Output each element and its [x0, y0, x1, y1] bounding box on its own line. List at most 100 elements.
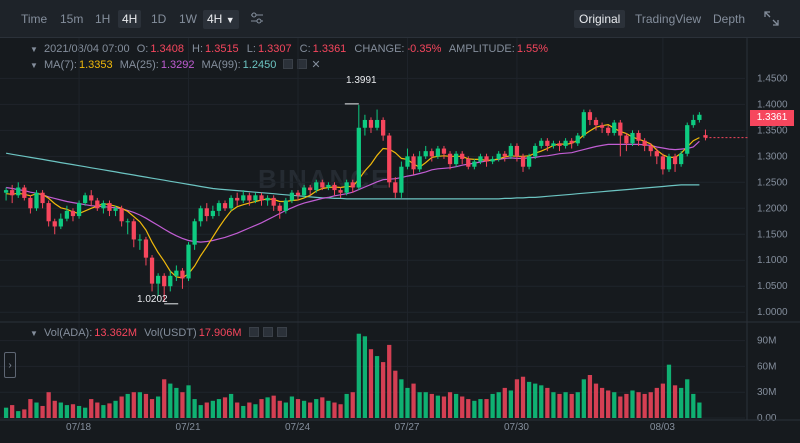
fullscreen-icon[interactable] [764, 11, 779, 31]
time-tick-label: 08/03 [650, 422, 675, 433]
vol-usdt-label: Vol(USDT) [144, 327, 197, 339]
volume-bar [368, 349, 374, 418]
current-price-tag: 1.3361 [750, 110, 794, 126]
ma-settings-icon[interactable] [283, 59, 294, 69]
candle-body [162, 275, 167, 287]
volume-bar [89, 399, 94, 418]
volume-bar [399, 379, 404, 418]
candle-body [83, 195, 88, 204]
low-value: 1.3307 [257, 43, 292, 55]
candle-body [557, 143, 562, 146]
ma99-value: 1.2450 [242, 59, 277, 71]
candle-body [636, 132, 641, 141]
candle-body [606, 127, 611, 133]
candle-body [581, 112, 586, 136]
volume-bar [441, 396, 447, 418]
volume-tick-label: 30M [757, 387, 776, 398]
volume-bar [387, 344, 392, 418]
interval-1w[interactable]: 1W [179, 12, 197, 26]
candle-body [472, 161, 477, 167]
candle-body [441, 148, 447, 154]
close-label: C: [299, 43, 311, 55]
volume-bar [606, 390, 611, 418]
expand-panel-chevron-icon[interactable]: › [4, 352, 16, 378]
volume-bar [265, 397, 270, 418]
volume-bar [642, 393, 647, 418]
ma7-label: MA(7): [43, 59, 77, 71]
volume-bar [119, 396, 124, 418]
candle-body [308, 187, 313, 191]
volume-bar [289, 396, 295, 418]
ma-close-icon[interactable]: ✕ [311, 59, 321, 71]
volume-bar [417, 392, 422, 418]
view-original-tab[interactable]: Original [574, 10, 626, 28]
interval-dropdown[interactable]: 4H ▼ [203, 10, 239, 29]
time-tick-label: 07/24 [285, 422, 310, 433]
volume-bar [484, 399, 489, 418]
open-value: 1.3408 [150, 43, 184, 55]
candle-body [89, 195, 94, 201]
volume-bar [198, 405, 203, 418]
ma99-line [5, 152, 700, 200]
ma7-line [6, 123, 700, 279]
candle-body [198, 208, 203, 222]
volume-bar [472, 400, 477, 418]
candle-body [599, 125, 605, 128]
vol-ada-label: Vol(ADA): [43, 327, 93, 339]
candle-body [76, 203, 82, 217]
candle-body [381, 119, 386, 136]
amplitude-value: 1.55% [516, 43, 549, 55]
candle-body [502, 153, 507, 157]
candle-body [533, 145, 538, 157]
volume-bar [155, 396, 161, 418]
volume-bar [320, 397, 325, 418]
candle-body [131, 221, 136, 240]
volume-bar [40, 405, 45, 418]
settings-sliders-icon[interactable] [250, 11, 264, 30]
candle-body [338, 190, 343, 193]
interval-15m[interactable]: 15m [60, 12, 84, 26]
volume-bar [162, 379, 167, 418]
interval-1h[interactable]: 1H [95, 12, 111, 26]
candle-body [539, 140, 544, 146]
interval-time[interactable]: Time [21, 12, 48, 26]
candle-body [630, 132, 635, 144]
candle-body [289, 192, 295, 201]
interval-4h[interactable]: 4H [118, 10, 142, 28]
volume-bar [174, 387, 179, 418]
candle-body [107, 203, 112, 211]
volume-bar [131, 392, 136, 418]
volume-bar [460, 396, 465, 418]
ma99-label: MA(99): [201, 59, 241, 71]
volume-bar [34, 402, 39, 418]
candle-body [101, 203, 106, 209]
candle-body [362, 119, 368, 128]
volume-bar [101, 405, 106, 418]
volume-bar [466, 399, 471, 418]
high-value: 1.3515 [205, 43, 239, 55]
candle-body [672, 156, 678, 165]
volume-bar [569, 393, 574, 418]
vol-settings-icon[interactable] [248, 327, 259, 337]
candle-body [3, 190, 9, 193]
candle-body [691, 119, 696, 126]
view-depth-tab[interactable]: Depth [713, 12, 746, 26]
candle-body [58, 218, 63, 227]
vol-extra-icon[interactable] [276, 327, 287, 337]
price-tick-label: 1.4000 [757, 99, 788, 110]
candle-body [460, 153, 465, 159]
candle-body [417, 156, 422, 170]
candle-body [405, 156, 410, 167]
vol-hide-icon[interactable] [262, 327, 273, 337]
view-tradingview-tab[interactable]: TradingView [635, 12, 702, 26]
interval-1d[interactable]: 1D [151, 12, 167, 26]
price-tick-label: 1.3500 [757, 125, 788, 136]
candle-body [137, 239, 143, 241]
candle-body [368, 119, 374, 128]
price-tick-label: 1.1000 [757, 255, 788, 266]
volume-bar [362, 336, 368, 418]
volume-bar [691, 393, 696, 418]
volume-bar [660, 383, 666, 418]
time-tick-label: 07/21 [176, 422, 201, 433]
